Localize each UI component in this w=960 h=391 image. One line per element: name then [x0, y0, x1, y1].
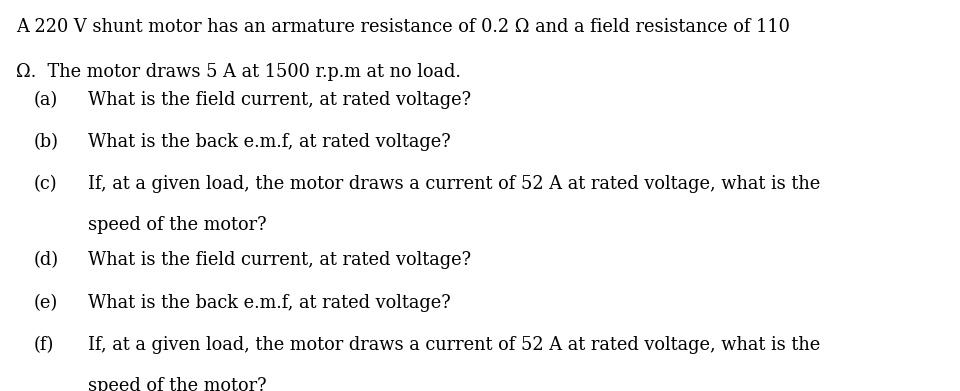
Text: What is the back e.m.f, at rated voltage?: What is the back e.m.f, at rated voltage…: [88, 133, 451, 151]
Text: speed of the motor?: speed of the motor?: [88, 216, 267, 234]
Text: (d): (d): [34, 251, 59, 269]
Text: If, at a given load, the motor draws a current of 52 A at rated voltage, what is: If, at a given load, the motor draws a c…: [88, 175, 821, 193]
Text: What is the field current, at rated voltage?: What is the field current, at rated volt…: [88, 91, 471, 109]
Text: If, at a given load, the motor draws a current of 52 A at rated voltage, what is: If, at a given load, the motor draws a c…: [88, 336, 821, 354]
Text: What is the field current, at rated voltage?: What is the field current, at rated volt…: [88, 251, 471, 269]
Text: (f): (f): [34, 336, 54, 354]
Text: (e): (e): [34, 294, 58, 312]
Text: speed of the motor?: speed of the motor?: [88, 377, 267, 391]
Text: (c): (c): [34, 175, 58, 193]
Text: What is the back e.m.f, at rated voltage?: What is the back e.m.f, at rated voltage…: [88, 294, 451, 312]
Text: A 220 V shunt motor has an armature resistance of 0.2 Ω and a field resistance o: A 220 V shunt motor has an armature resi…: [16, 18, 790, 36]
Text: (b): (b): [34, 133, 59, 151]
Text: (a): (a): [34, 91, 58, 109]
Text: Ω.  The motor draws 5 A at 1500 r.p.m at no load.: Ω. The motor draws 5 A at 1500 r.p.m at …: [16, 63, 461, 81]
